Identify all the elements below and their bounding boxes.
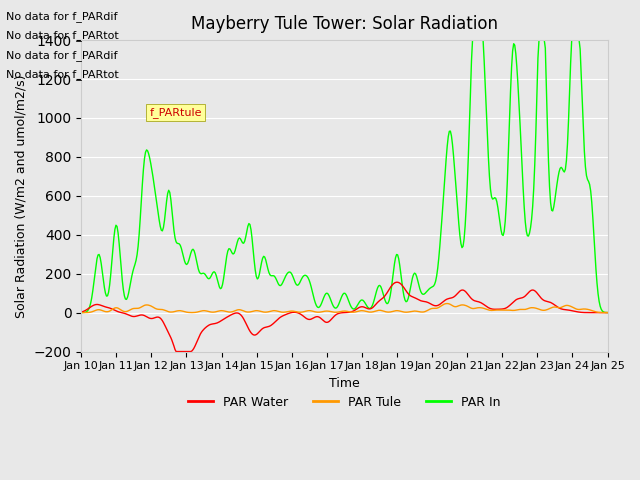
Text: No data for f_PARtot: No data for f_PARtot bbox=[6, 30, 119, 41]
PAR Water bbox=[392, 279, 399, 285]
PAR In bbox=[604, 310, 611, 315]
Line: PAR Tule: PAR Tule bbox=[81, 303, 607, 312]
PAR In bbox=[327, 298, 335, 304]
PAR Tule bbox=[327, 309, 335, 314]
Legend: PAR Water, PAR Tule, PAR In: PAR Water, PAR Tule, PAR In bbox=[183, 391, 506, 414]
Text: f_PARtule: f_PARtule bbox=[150, 107, 202, 118]
PAR Water bbox=[77, 309, 85, 315]
Y-axis label: Solar Radiation (W/m2 and umol/m2/s): Solar Radiation (W/m2 and umol/m2/s) bbox=[15, 74, 28, 318]
Line: PAR Water: PAR Water bbox=[81, 282, 607, 351]
PAR Tule bbox=[390, 308, 398, 314]
PAR Tule bbox=[604, 310, 611, 315]
Text: No data for f_PARdif: No data for f_PARdif bbox=[6, 11, 118, 22]
PAR Water bbox=[328, 315, 336, 321]
PAR Water bbox=[332, 312, 339, 318]
PAR Water bbox=[172, 348, 180, 354]
PAR Tule bbox=[330, 309, 338, 315]
PAR Water bbox=[363, 305, 371, 311]
Title: Mayberry Tule Tower: Solar Radiation: Mayberry Tule Tower: Solar Radiation bbox=[191, 15, 498, 33]
PAR Water bbox=[604, 310, 611, 315]
PAR Water bbox=[393, 279, 401, 285]
PAR In bbox=[390, 261, 398, 267]
PAR Water bbox=[593, 310, 601, 315]
Line: PAR In: PAR In bbox=[81, 40, 607, 312]
X-axis label: Time: Time bbox=[329, 377, 360, 390]
PAR In bbox=[468, 37, 476, 43]
PAR In bbox=[77, 310, 85, 315]
PAR Tule bbox=[592, 309, 600, 315]
PAR In bbox=[330, 305, 338, 311]
Text: No data for f_PARdif: No data for f_PARdif bbox=[6, 49, 118, 60]
PAR Tule bbox=[444, 300, 451, 306]
PAR In bbox=[592, 266, 600, 272]
Text: No data for f_PARtot: No data for f_PARtot bbox=[6, 69, 119, 80]
PAR Water bbox=[511, 298, 518, 304]
PAR In bbox=[362, 301, 370, 307]
PAR Tule bbox=[77, 310, 85, 315]
PAR Tule bbox=[510, 308, 518, 313]
PAR In bbox=[510, 41, 518, 47]
PAR Tule bbox=[362, 309, 370, 314]
